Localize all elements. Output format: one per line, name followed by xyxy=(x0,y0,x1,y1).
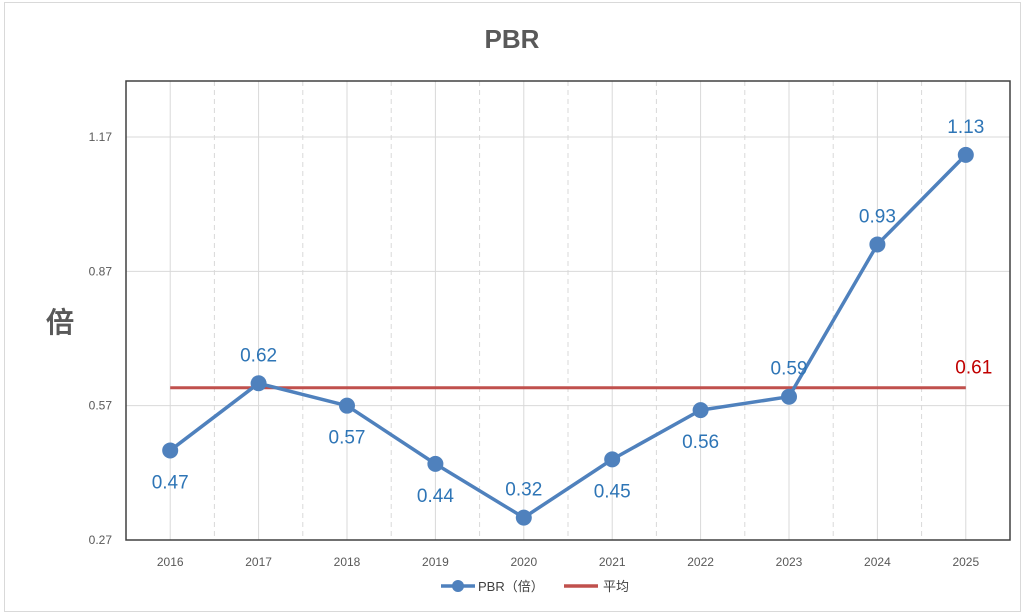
pbr-data-point xyxy=(869,236,886,253)
pbr-data-point xyxy=(604,451,621,468)
pbr-data-label: 0.47 xyxy=(152,472,189,493)
pbr-data-label: 0.45 xyxy=(594,481,631,502)
pbr-data-label: 0.57 xyxy=(329,428,366,449)
pbr-data-point xyxy=(692,402,709,419)
pbr-data-label: 0.32 xyxy=(505,480,542,501)
x-tick-label: 2020 xyxy=(510,555,537,569)
pbr-data-label: 0.56 xyxy=(682,432,719,453)
x-tick-label: 2024 xyxy=(864,555,891,569)
x-tick-label: 2022 xyxy=(687,555,714,569)
x-tick-label: 2017 xyxy=(245,555,272,569)
pbr-data-point xyxy=(250,375,267,392)
pbr-data-label: 0.59 xyxy=(771,359,808,380)
legend-average-label: 平均 xyxy=(603,579,629,594)
y-tick-label: 1.17 xyxy=(89,130,113,144)
pbr-data-point xyxy=(339,397,355,414)
y-tick-label: 0.27 xyxy=(89,533,113,547)
chart-frame xyxy=(4,2,1021,612)
x-tick-label: 2018 xyxy=(334,555,361,569)
y-tick-label: 0.87 xyxy=(89,264,113,278)
plot-area-border xyxy=(125,80,1011,541)
pbr-line xyxy=(169,153,968,520)
pbr-data-label: 0.93 xyxy=(859,206,896,227)
legend-pbr-label: PBR（倍） xyxy=(478,579,544,594)
y-tick-label: 0.57 xyxy=(89,399,113,413)
x-tick-label: 2016 xyxy=(157,555,184,569)
average-data-label: 0.61 xyxy=(955,358,992,379)
pbr-data-label: 0.62 xyxy=(240,345,277,366)
y-axis-label: 倍 xyxy=(46,306,74,338)
legend-pbr-marker xyxy=(452,580,464,592)
pbr-data-label: 1.13 xyxy=(947,117,984,138)
pbr-data-point xyxy=(427,455,444,472)
x-tick-label: 2019 xyxy=(422,555,449,569)
pbr-data-label: 0.44 xyxy=(417,486,454,507)
pbr-data-point xyxy=(515,509,532,526)
chart-title: PBR xyxy=(485,24,540,54)
x-tick-label: 2025 xyxy=(952,555,979,569)
pbr-data-point xyxy=(957,146,974,163)
pbr-data-point xyxy=(162,442,179,459)
x-tick-label: 2023 xyxy=(776,555,803,569)
x-tick-label: 2021 xyxy=(599,555,626,569)
pbr-data-point xyxy=(781,388,797,405)
